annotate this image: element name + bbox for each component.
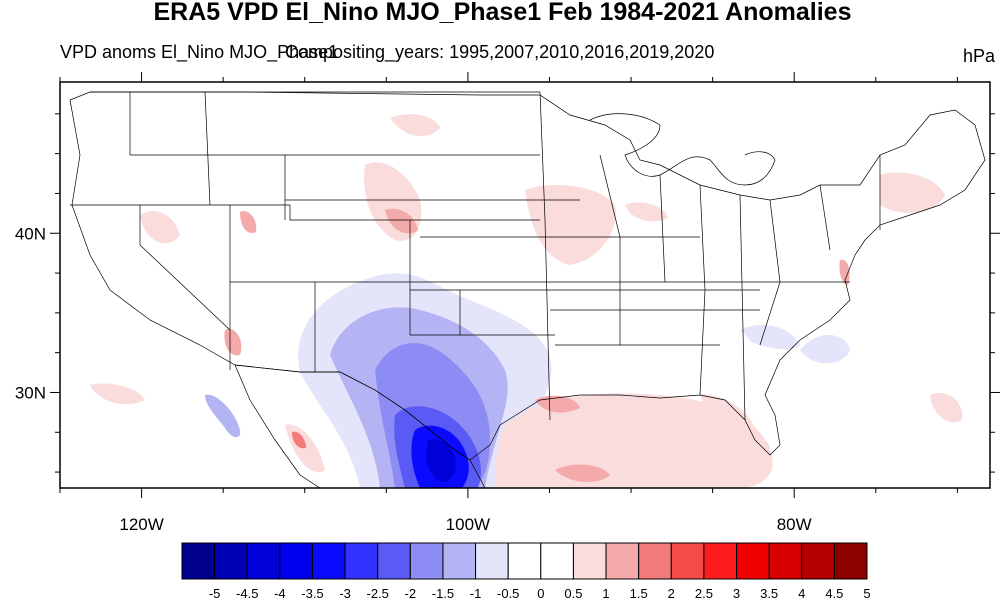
colorbar-box bbox=[638, 542, 672, 580]
map-title: ERA5 VPD El_Nino MJO_Phase1 Feb 1984-202… bbox=[153, 0, 852, 26]
anomaly-blue-west bbox=[205, 394, 241, 438]
colorbar: -5 -4.5 -4 -3.5 -3 -2.5 -2 -1.5 -1 -0.5 0 0.5 1 1.5 2 2… bbox=[181, 542, 871, 601]
state-line-nv bbox=[139, 205, 231, 331]
colorbar-box bbox=[670, 542, 705, 580]
state-line-41n bbox=[70, 204, 540, 221]
colorbar-box bbox=[377, 542, 411, 580]
colorbar-box bbox=[344, 542, 379, 580]
anomaly-red-baja bbox=[285, 424, 325, 473]
colorbar-box bbox=[736, 542, 770, 580]
colorbar-label: -4.5 bbox=[236, 586, 258, 601]
lon-tick-label: 80W bbox=[777, 515, 812, 534]
anomaly-blue-florida bbox=[740, 325, 800, 350]
subtitle-center: Compositing_years: 1995,2007,2010,2016,2… bbox=[285, 42, 715, 62]
colorbar-box bbox=[311, 542, 346, 580]
anomaly-red-north bbox=[390, 114, 440, 137]
colorbar-label: -5 bbox=[209, 586, 221, 601]
colorbar-label: 2.5 bbox=[695, 586, 713, 601]
colorbar-label: 3 bbox=[733, 586, 740, 601]
colorbar-label: 5 bbox=[863, 586, 870, 601]
anomaly-red-gulf bbox=[495, 393, 773, 488]
anomaly-red-gulf-south bbox=[555, 464, 610, 482]
colorbar-label: 4 bbox=[798, 586, 805, 601]
state-line-oh bbox=[699, 184, 706, 396]
state-line-id bbox=[204, 91, 211, 206]
colorbar-box bbox=[279, 542, 313, 580]
colorbar-label: -3 bbox=[339, 586, 351, 601]
colorbar-label: 0 bbox=[537, 586, 544, 601]
state-line-tx-ok bbox=[410, 289, 461, 335]
state-line-ia-il bbox=[599, 154, 621, 345]
colorbar-box bbox=[214, 542, 248, 580]
axis-tick-labels: 120W 100W 80W 40N 30N bbox=[15, 224, 812, 534]
mexico-border bbox=[234, 364, 486, 488]
anomaly-red-gulf-strong bbox=[535, 395, 580, 413]
state-line-ky-tn bbox=[739, 194, 746, 421]
anomaly-blue-peak bbox=[426, 439, 456, 482]
axis-ticks bbox=[50, 72, 1000, 498]
colorbar-label: 1 bbox=[602, 586, 609, 601]
colorbar-box bbox=[507, 542, 542, 580]
colorbar-label: -2 bbox=[405, 586, 417, 601]
colorbar-label: 3.5 bbox=[760, 586, 778, 601]
anomaly-red-nc bbox=[700, 394, 755, 432]
anomaly-red-baja-core bbox=[292, 431, 306, 449]
colorbar-box bbox=[833, 542, 868, 580]
lat-tick-label: 30N bbox=[15, 383, 46, 402]
subtitle-left: VPD anoms El_Nino MJO_Phase1 bbox=[60, 42, 339, 62]
colorbar-box bbox=[246, 542, 281, 580]
anomaly-shading bbox=[90, 114, 963, 488]
colorbar-box bbox=[181, 542, 216, 580]
colorbar-label: 1.5 bbox=[630, 586, 648, 601]
colorbar-box bbox=[768, 542, 803, 580]
anomaly-red-socal bbox=[224, 329, 242, 356]
colorbar-box bbox=[703, 542, 738, 580]
colorbar-box bbox=[409, 542, 444, 580]
anomaly-red-ohio bbox=[625, 202, 668, 222]
anomaly-blue-atlantic bbox=[800, 335, 850, 364]
colorbar-box bbox=[605, 542, 640, 580]
colorbar-box bbox=[540, 542, 574, 580]
anomaly-red-northeast bbox=[880, 172, 945, 213]
units-label: hPa bbox=[962, 46, 995, 66]
colorbar-label: -1.5 bbox=[432, 586, 454, 601]
state-line-va bbox=[759, 199, 781, 346]
lon-tick-label: 120W bbox=[119, 515, 163, 534]
anomaly-red-wy bbox=[240, 211, 257, 234]
colorbar-label: -2.5 bbox=[367, 586, 389, 601]
colorbar-box bbox=[442, 542, 477, 580]
great-lakes bbox=[589, 113, 776, 186]
colorbar-label: -0.5 bbox=[497, 586, 519, 601]
lat-tick-label: 40N bbox=[15, 224, 46, 243]
colorbar-box bbox=[801, 542, 835, 580]
state-boundaries bbox=[69, 91, 986, 488]
baja-coast bbox=[234, 364, 321, 488]
state-line-ne bbox=[819, 184, 831, 251]
colorbar-label: -1 bbox=[470, 586, 482, 601]
colorbar-box bbox=[572, 542, 607, 580]
state-line-ks-mo bbox=[544, 219, 551, 421]
colorbar-label: 0.5 bbox=[564, 586, 582, 601]
colorbar-label: -3.5 bbox=[301, 586, 323, 601]
state-line-in bbox=[659, 174, 666, 283]
colorbar-label: -4 bbox=[274, 586, 286, 601]
anomaly-red-mid-atl bbox=[839, 259, 850, 285]
lon-tick-label: 100W bbox=[446, 515, 490, 534]
anomaly-red-nevada bbox=[140, 211, 180, 244]
colorbar-label: 4.5 bbox=[825, 586, 843, 601]
state-line-nd-mn bbox=[539, 91, 546, 221]
colorbar-box bbox=[475, 542, 509, 580]
map-frame bbox=[59, 81, 991, 489]
anomaly-red-midwest bbox=[525, 185, 616, 265]
anomaly-red-atl-east bbox=[930, 392, 963, 423]
anomaly-red-pacific bbox=[90, 383, 145, 405]
colorbar-label: 2 bbox=[668, 586, 675, 601]
